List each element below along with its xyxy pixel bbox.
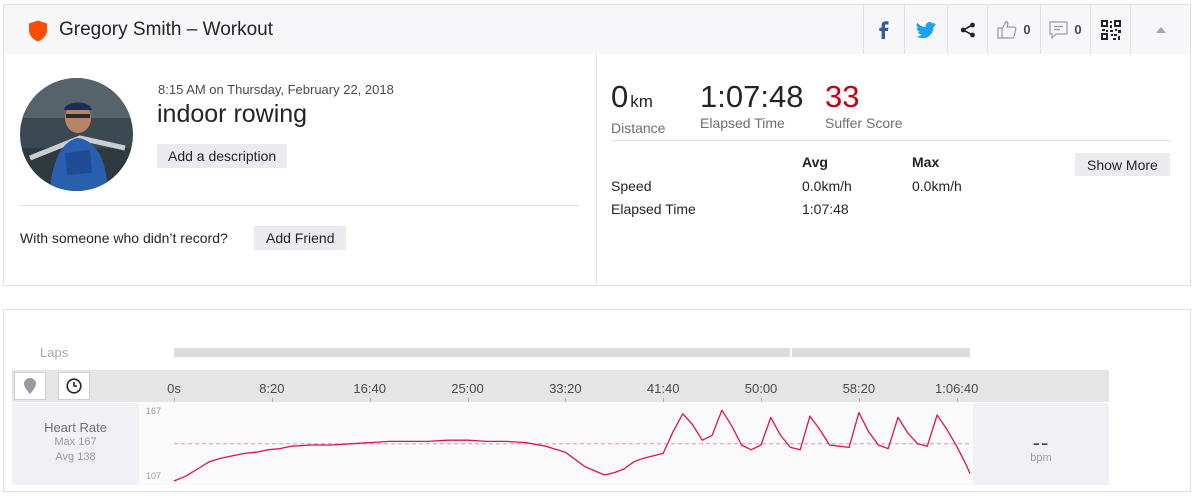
heart-rate-max: Max 167 [54,436,97,448]
heart-rate-plot[interactable]: 167 107 [139,403,973,485]
heart-rate-label: Heart Rate [44,420,107,435]
kudos-count: 0 [1023,22,1031,37]
time-axis-button[interactable] [58,372,90,400]
activity-datetime: 8:15 AM on Thursday, February 22, 2018 [158,82,394,97]
page-title: Gregory Smith – Workout [59,19,274,40]
x-tick-label: 8:20 [259,381,285,396]
x-axis-band [12,370,1109,402]
column-header-avg: Avg [802,154,828,170]
divider [611,140,1171,141]
stat-suffer-score[interactable]: 33 Suffer Score [825,79,903,132]
athlete-photo [20,78,133,191]
share-icon [960,22,975,37]
heart-rate-avg: Avg 138 [55,451,96,463]
thumbs-up-icon [997,20,1017,39]
section-divider [596,54,597,285]
suffer-label: Suffer Score [825,115,903,131]
stat-distance: 0 km Distance [611,79,666,137]
chevron-up-icon [1155,26,1166,33]
activity-header: Gregory Smith – Workout 0 [3,4,1191,55]
speed-max: 0.0km/h [912,178,962,194]
activity-summary: 8:15 AM on Thursday, February 22, 2018 i… [3,54,1191,286]
strava-shield-icon [29,20,47,42]
stat-elapsed-time: 1:07:48 Elapsed Time [700,79,804,132]
lap-bar-2[interactable] [792,348,970,357]
divider [19,205,579,206]
share-facebook-button[interactable] [863,5,904,54]
elapsed-time-avg: 1:07:48 [802,201,849,217]
x-tick-mark [858,398,860,402]
x-tick-label: 41:40 [646,381,680,396]
laps-label: Laps [40,345,69,360]
unit-label: bpm [1030,452,1052,464]
lap-bar-1[interactable] [174,348,790,357]
column-header-max: Max [912,154,940,170]
map-pin-icon [24,378,36,394]
x-tick-mark [761,398,763,402]
twitter-icon [916,21,936,38]
add-friend-button[interactable]: Add Friend [254,226,347,250]
analysis-chart-card: Laps 0s 8:20 16:40 25:00 33:20 41:40 50:00 58:2… [3,309,1191,492]
heart-rate-chart-svg [173,409,971,482]
x-tick-label: 25:00 [451,381,484,396]
heart-rate-legend: Heart Rate Max 167 Avg 138 [12,403,139,485]
distance-unit: km [630,92,653,111]
qr-code-icon [1100,19,1121,40]
x-tick-mark [174,398,175,402]
y-min-label: 107 [146,471,162,481]
map-marker-button[interactable] [14,372,46,400]
facebook-icon [879,20,889,39]
avatar[interactable] [20,78,133,191]
heart-rate-line [173,409,971,482]
share-button[interactable] [947,5,987,54]
x-tick-mark [565,398,567,402]
distance-value: 0 km [611,79,653,114]
share-twitter-button[interactable] [904,5,947,54]
add-description-button[interactable]: Add a description [157,144,288,168]
y-max-label: 167 [146,406,162,416]
comment-icon [1049,20,1068,39]
row-label-speed: Speed [611,178,652,194]
kudos-button[interactable]: 0 [987,5,1040,54]
clock-icon [66,378,82,394]
x-tick-label: 0s [167,381,181,396]
distance-label: Distance [611,120,666,136]
with-someone-text: With someone who didn’t record? [20,230,228,246]
x-tick-mark [467,398,469,402]
comment-button[interactable]: 0 [1040,5,1090,54]
x-tick-label: 33:20 [549,381,582,396]
x-tick-label: 50:00 [744,381,778,396]
header-actions: 0 0 [863,5,1190,54]
x-tick-label: 1:06:40 [935,381,979,396]
current-heart-rate: -- [1032,430,1050,455]
qr-code-button[interactable] [1090,5,1130,54]
speed-avg: 0.0km/h [802,178,852,194]
x-tick-label: 16:40 [353,381,386,396]
suffer-value: 33 [825,79,860,114]
comment-count: 0 [1074,22,1082,37]
x-tick-mark [663,398,665,402]
activity-name[interactable]: indoor rowing [157,100,308,128]
current-value-panel: -- bpm [973,403,1109,485]
x-tick-mark [956,398,958,402]
show-more-button[interactable]: Show More [1075,153,1170,176]
x-tick-mark [369,398,371,402]
collapse-button[interactable] [1130,5,1190,54]
row-label-elapsed-time: Elapsed Time [611,201,696,217]
elapsed-label: Elapsed Time [700,115,785,131]
x-tick-mark [271,398,273,402]
x-tick-label: 58:20 [842,381,876,396]
elapsed-value: 1:07:48 [700,79,804,114]
